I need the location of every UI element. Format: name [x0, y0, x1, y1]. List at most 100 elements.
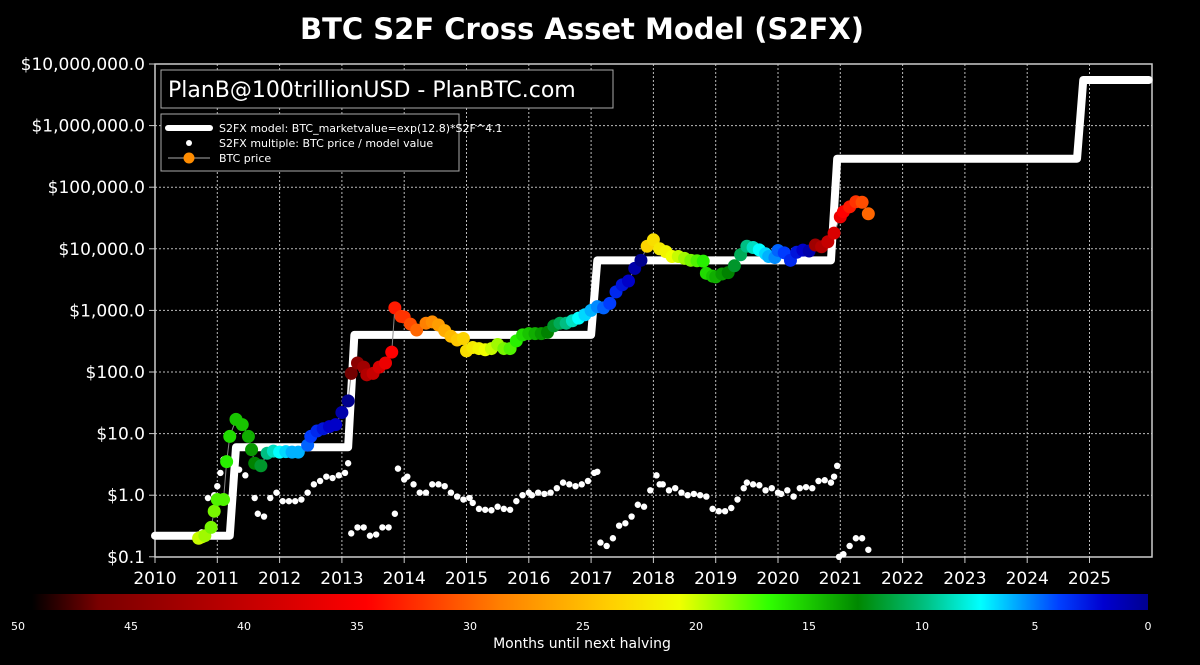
multiple-dot: [578, 481, 585, 488]
btc-price-dot: [379, 356, 393, 370]
x-tick-label: 2020: [756, 569, 799, 589]
multiple-dot: [460, 496, 467, 503]
colorbar: 50 45 40 35 30 25 20 15 10 5 0 Months until next h…: [11, 594, 1152, 652]
multiple-dot: [360, 524, 367, 531]
multiple-dot: [547, 489, 554, 496]
axes: $10,000,000.0 $1,000,000.0 $100,000.0 $10,0…: [21, 55, 1153, 589]
multiple-dot: [488, 507, 495, 514]
multiple-dot: [279, 497, 286, 505]
legend-multiple-label: S2FX multiple: BTC price / model value: [219, 137, 433, 150]
multiple-dot: [410, 481, 417, 488]
multiple-dot: [404, 473, 411, 480]
multiple-dot: [622, 520, 629, 527]
multiple-dot: [316, 477, 324, 485]
x-tick-label: 2012: [258, 569, 301, 589]
multiple-dot: [494, 503, 501, 510]
multiple-dot: [743, 479, 751, 486]
y-tick-label: $10,000,000.0: [21, 55, 145, 75]
multiple-dot: [273, 489, 280, 496]
multiple-dot: [304, 489, 311, 496]
multiple-dot: [260, 513, 268, 520]
colorbar-tick-label: 25: [576, 620, 590, 633]
x-tick-label: 2024: [1006, 569, 1049, 589]
multiple-dot: [506, 506, 514, 513]
y-tick-label: $100,000.0: [48, 178, 145, 198]
x-tick-label: 2021: [819, 569, 862, 589]
multiple-dot: [394, 465, 402, 472]
multiple-dot: [344, 460, 352, 467]
plot-frame: [154, 63, 1153, 558]
multiple-dot: [447, 489, 455, 496]
colorbar-tick-label: 5: [1032, 620, 1039, 633]
multiple-dot: [379, 524, 386, 531]
multiple-dot: [469, 499, 476, 507]
multiple-dot: [784, 487, 791, 494]
multiple-dot: [534, 489, 542, 496]
multiple-dot: [678, 489, 685, 496]
multiple-dot: [513, 497, 520, 505]
multiple-dot: [251, 494, 258, 502]
colorbar-tick-label: 35: [350, 620, 364, 633]
btc-price-dot: [254, 459, 268, 473]
multiple-dot: [703, 493, 710, 500]
legend-price-dot-icon: [183, 152, 195, 164]
multiple-dot: [833, 462, 841, 470]
legend-price-label: BTC price: [219, 152, 271, 165]
multiple-dot: [204, 494, 212, 502]
multiple-dot: [865, 546, 872, 553]
multiple-dot: [615, 522, 623, 529]
multiple-dot: [830, 473, 838, 480]
x-tick-label: 2019: [694, 569, 737, 589]
watermark-text: PlanB@100trillionUSD - PlanBTC.com: [168, 78, 576, 103]
multiple-dot: [690, 490, 698, 498]
btc-price-dot: [827, 226, 841, 240]
multiple-dot: [341, 469, 349, 477]
multiple-dot: [291, 497, 299, 505]
btc-price-dot: [204, 520, 218, 534]
multiple-dot: [777, 490, 785, 498]
btc-price-dots: [192, 195, 875, 545]
multiple-dot: [385, 524, 392, 531]
s2fx-multiple-dots: [195, 456, 872, 560]
btc-price-dot: [634, 253, 648, 267]
y-tick-label: $1.0: [107, 486, 145, 506]
multiple-dot: [566, 481, 573, 488]
y-tick-label: $100.0: [86, 363, 145, 383]
multiple-dot: [809, 484, 816, 492]
colorbar-tick-label: 50: [11, 620, 25, 633]
btc-price-dot: [220, 455, 234, 469]
multiple-dot: [429, 481, 436, 488]
multiple-dot: [310, 481, 318, 488]
model-step-line: [151, 75, 1153, 540]
x-tick-label: 2022: [881, 569, 924, 589]
legend-multiple-dot-icon: [186, 140, 192, 146]
multiple-dot: [721, 507, 729, 515]
multiple-dot: [846, 542, 853, 550]
s2fx-model-line: [151, 75, 1153, 540]
x-tick-label: 2015: [445, 569, 488, 589]
x-tick-label: 2014: [383, 569, 426, 589]
multiple-dot: [762, 487, 769, 494]
multiple-dot: [696, 492, 704, 499]
x-tick-label: 2010: [133, 569, 176, 589]
multiple-dot: [684, 492, 691, 499]
colorbar-tick-label: 10: [915, 620, 929, 633]
multiple-dot: [603, 542, 610, 550]
multiple-dot: [416, 489, 423, 496]
legend-model-label: S2FX model: BTC_marketvalue=exp(12.8)*S2…: [219, 122, 503, 135]
colorbar-tick-label: 40: [237, 620, 251, 633]
multiple-dot: [802, 483, 810, 491]
x-tick-label: 2017: [569, 569, 612, 589]
multiple-dot: [840, 551, 847, 558]
colorbar-tick-label: 15: [802, 620, 816, 633]
btc-price-dot: [855, 195, 869, 209]
multiple-dot: [572, 482, 579, 490]
multiple-dot: [553, 484, 561, 492]
multiple-dot: [728, 504, 735, 512]
colorbar-tick-label: 45: [124, 620, 138, 633]
multiple-dot: [796, 484, 804, 492]
x-tick-label: 2013: [320, 569, 363, 589]
y-tick-label: $1,000,000.0: [31, 117, 145, 137]
multiple-dot: [749, 481, 757, 488]
watermark-box: PlanB@100trillionUSD - PlanBTC.com: [160, 69, 614, 109]
